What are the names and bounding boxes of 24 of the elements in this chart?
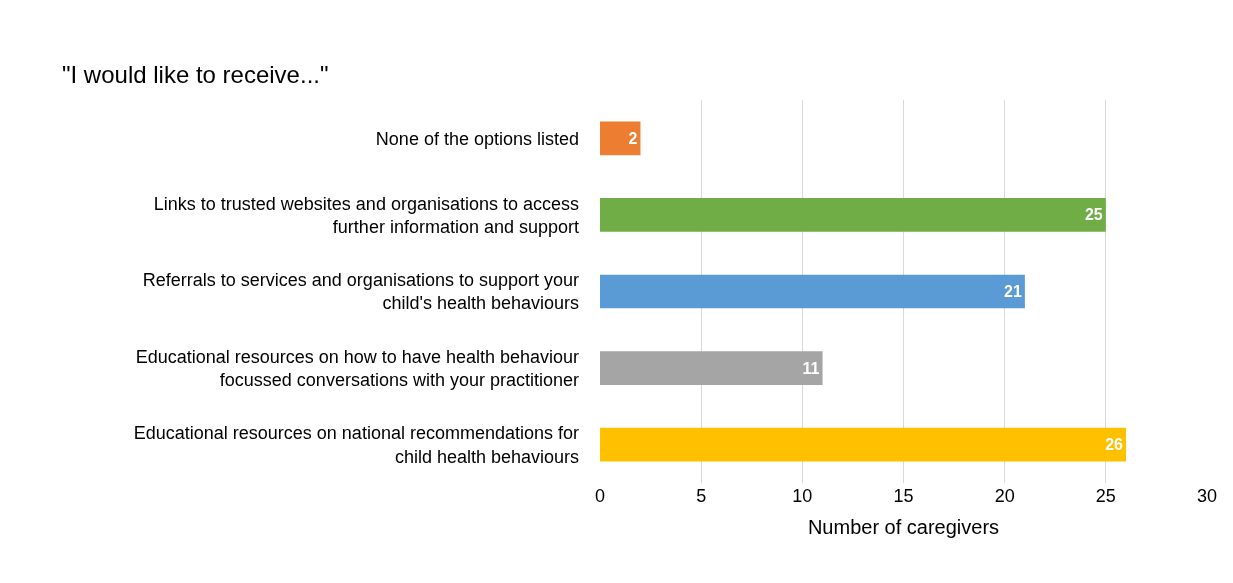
x-tick-label: 0: [594, 486, 606, 506]
y-tick-label: None of the options listed: [375, 128, 579, 149]
data-label: 25: [1084, 206, 1103, 224]
data-label: 11: [802, 359, 820, 377]
text: "I would like to receive...": [62, 61, 329, 89]
bar: [600, 274, 1025, 309]
bar: [600, 427, 1127, 462]
data-label: 21: [1004, 283, 1022, 300]
bar: [600, 121, 641, 156]
x-tick-label: 30: [1196, 486, 1218, 506]
x-tick-label: 15: [893, 486, 914, 506]
x-axis-title: Number of caregivers: [807, 515, 1000, 538]
y-tick-label: Links to trusted websites and organisations to access further information and support: [153, 193, 579, 237]
y-tick-label: Educational resources on how to have health behaviour focussed conversations with your practitioner: [135, 346, 579, 391]
bar: [600, 198, 1106, 232]
x-tick-label: 25: [1095, 486, 1116, 506]
x-tick-label: 10: [792, 486, 813, 506]
y-tick-label: Educational resources on national recommendations for child health behaviours: [133, 423, 579, 467]
data-label: 26: [1105, 436, 1124, 454]
data-label: 2: [628, 129, 638, 147]
x-tick-label: 5: [696, 486, 707, 506]
x-tick-label: 20: [994, 486, 1015, 506]
y-tick-label: Referrals to services and organisations to support your child's health behaviours: [142, 270, 580, 314]
bar: [600, 351, 823, 385]
